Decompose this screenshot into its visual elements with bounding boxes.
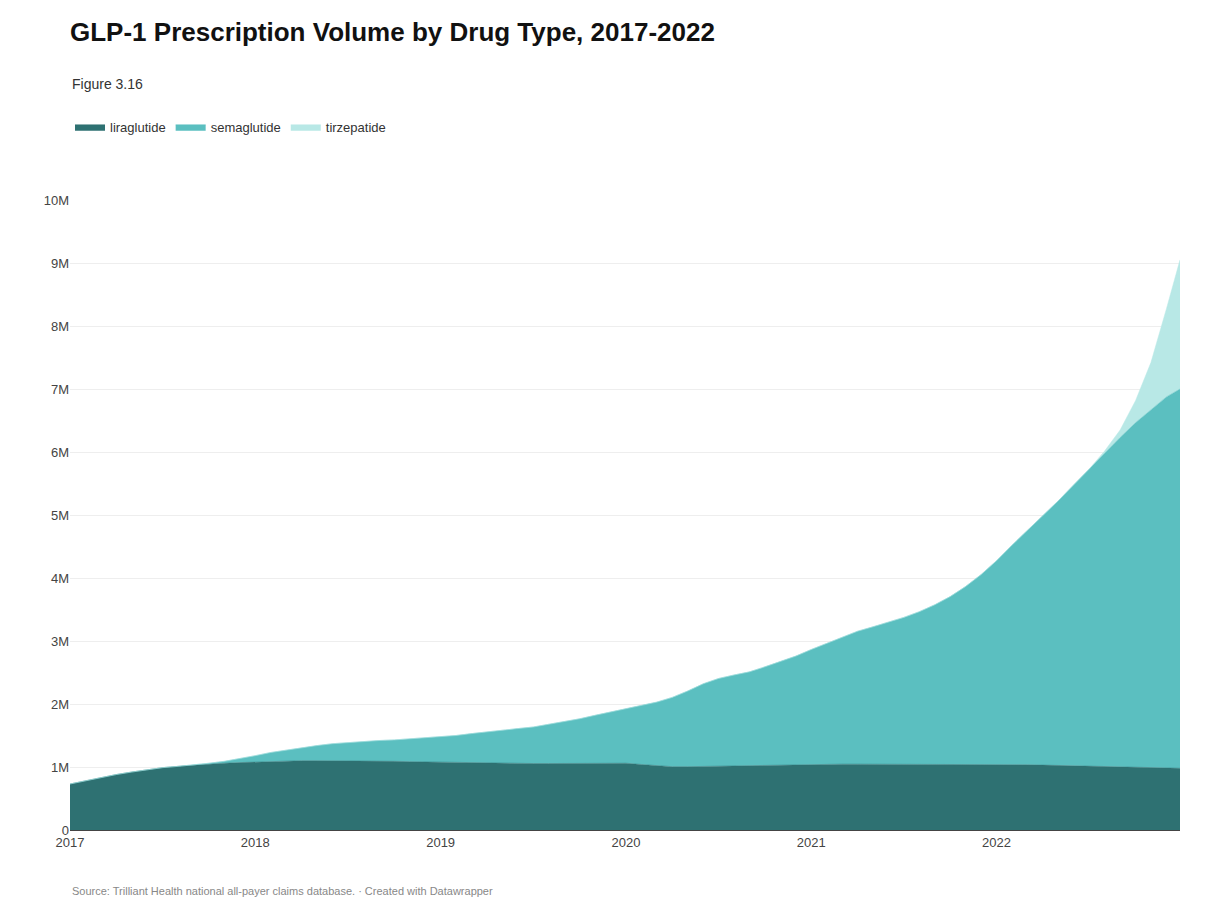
svg-text:9M: 9M bbox=[51, 256, 69, 271]
svg-text:1M: 1M bbox=[51, 760, 69, 775]
svg-text:2018: 2018 bbox=[241, 835, 270, 850]
svg-text:7M: 7M bbox=[51, 382, 69, 397]
svg-text:2019: 2019 bbox=[426, 835, 455, 850]
svg-text:8M: 8M bbox=[51, 319, 69, 334]
svg-text:5M: 5M bbox=[51, 508, 69, 523]
svg-text:Source: Trilliant Health natio: Source: Trilliant Health national all-pa… bbox=[72, 885, 493, 897]
svg-text:2M: 2M bbox=[51, 697, 69, 712]
svg-text:2017: 2017 bbox=[56, 835, 85, 850]
svg-text:6M: 6M bbox=[51, 445, 69, 460]
svg-text:10M: 10M bbox=[44, 193, 69, 208]
svg-text:4M: 4M bbox=[51, 571, 69, 586]
svg-text:2022: 2022 bbox=[982, 835, 1011, 850]
svg-text:2020: 2020 bbox=[611, 835, 640, 850]
svg-text:3M: 3M bbox=[51, 634, 69, 649]
svg-text:tirzepatide: tirzepatide bbox=[326, 120, 386, 135]
svg-text:2021: 2021 bbox=[797, 835, 826, 850]
svg-text:Figure 3.16: Figure 3.16 bbox=[72, 76, 143, 92]
svg-text:liraglutide: liraglutide bbox=[110, 120, 166, 135]
svg-text:GLP-1 Prescription Volume by D: GLP-1 Prescription Volume by Drug Type, … bbox=[70, 17, 715, 47]
svg-text:0: 0 bbox=[62, 823, 69, 838]
svg-text:semaglutide: semaglutide bbox=[211, 120, 281, 135]
